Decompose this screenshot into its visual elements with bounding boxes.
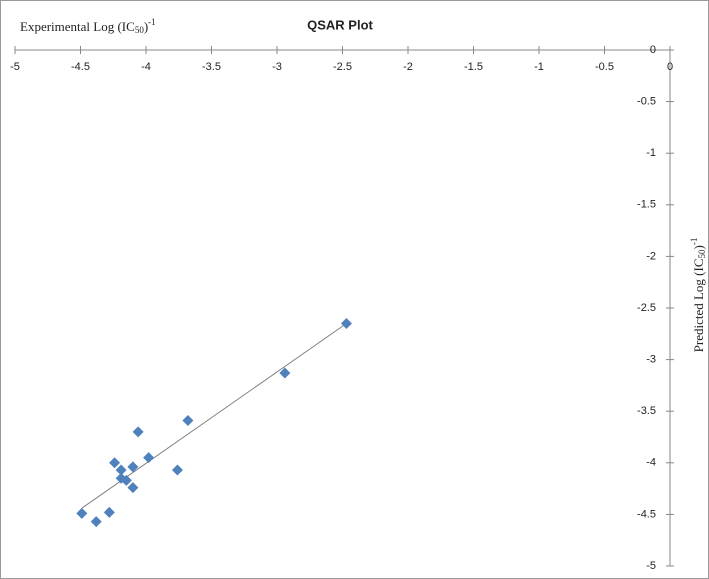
x-label-sup: -1 (148, 17, 156, 27)
x-tick-label: -0.5 (595, 61, 614, 73)
y-tick-label: -3.5 (637, 405, 656, 417)
data-point (127, 461, 139, 473)
data-point (127, 482, 139, 494)
x-tick-label: -1.5 (464, 61, 483, 73)
data-point (279, 367, 291, 379)
data-point (120, 474, 132, 486)
x-label-part: Experimental Log (IC (20, 19, 135, 34)
y-tick-label: -4 (646, 457, 656, 469)
data-point (109, 457, 121, 469)
data-point (340, 317, 352, 329)
data-point (76, 507, 88, 519)
x-tick-label: 0 (667, 61, 673, 73)
y-tick-label: -3 (646, 354, 656, 366)
x-tick-label: -3 (272, 61, 282, 73)
data-point (90, 516, 102, 528)
y-tick-label: -5 (646, 560, 656, 572)
y-label-sup: -1 (689, 238, 699, 246)
x-tick-label: -5 (10, 61, 20, 73)
data-point (143, 452, 155, 464)
y-axis-title: Predicted Log (IC50)-1 (689, 238, 707, 353)
x-tick-label: -4.5 (71, 61, 90, 73)
y-label-part: Predicted Log (IC (691, 258, 706, 352)
chart-title: QSAR Plot (307, 17, 373, 32)
x-tick-label: -2.5 (333, 61, 352, 73)
data-point (103, 506, 115, 518)
x-tick-label: -1 (534, 61, 544, 73)
y-tick-label: -1 (646, 147, 656, 159)
data-point (182, 414, 194, 426)
x-label-sub: 50 (135, 25, 145, 35)
x-tick-label: -2 (403, 61, 413, 73)
data-point (171, 464, 183, 476)
x-tick-label: -4 (141, 61, 151, 73)
data-point (115, 464, 127, 476)
x-axis-title: Experimental Log (IC50)-1 (20, 17, 156, 35)
x-tick-label: -3.5 (202, 61, 221, 73)
y-label-sub: 50 (697, 249, 707, 259)
y-tick-label: -2 (646, 250, 656, 262)
x-label-part: ) (144, 19, 148, 34)
y-tick-label: -1.5 (637, 199, 656, 211)
y-tick-label: -2.5 (637, 302, 656, 314)
y-tick-label: -0.5 (637, 96, 656, 108)
y-tick-label: 0 (650, 44, 656, 56)
data-point (132, 426, 144, 438)
y-tick-label: -4.5 (637, 508, 656, 520)
y-label-part: ) (691, 245, 706, 249)
